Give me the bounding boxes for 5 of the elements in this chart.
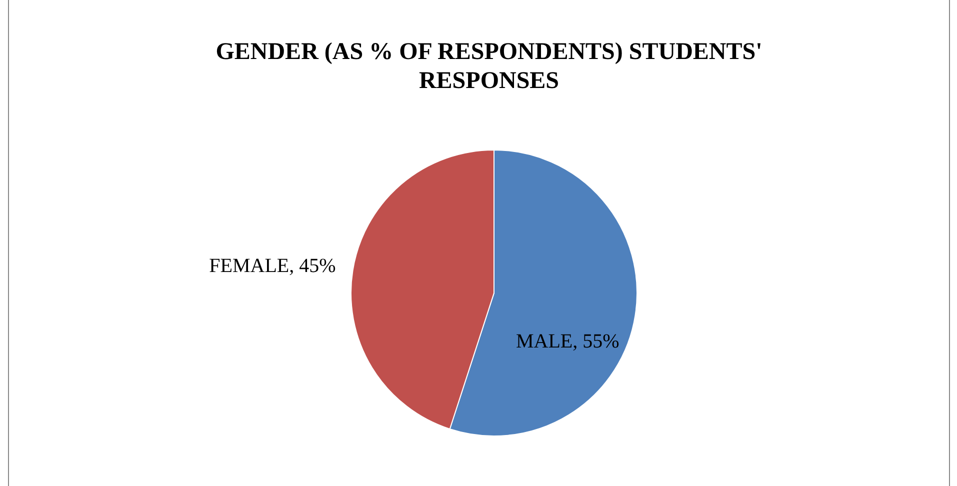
slice-label: FEMALE <box>209 254 290 277</box>
data-label: , 55% <box>572 330 620 352</box>
chart-title: GENDER (AS % OF RESPONDENTS) STUDENTS' RESPONSES <box>214 38 764 96</box>
data-label: , 45% <box>289 254 336 277</box>
slice-label: MALE <box>516 330 573 352</box>
